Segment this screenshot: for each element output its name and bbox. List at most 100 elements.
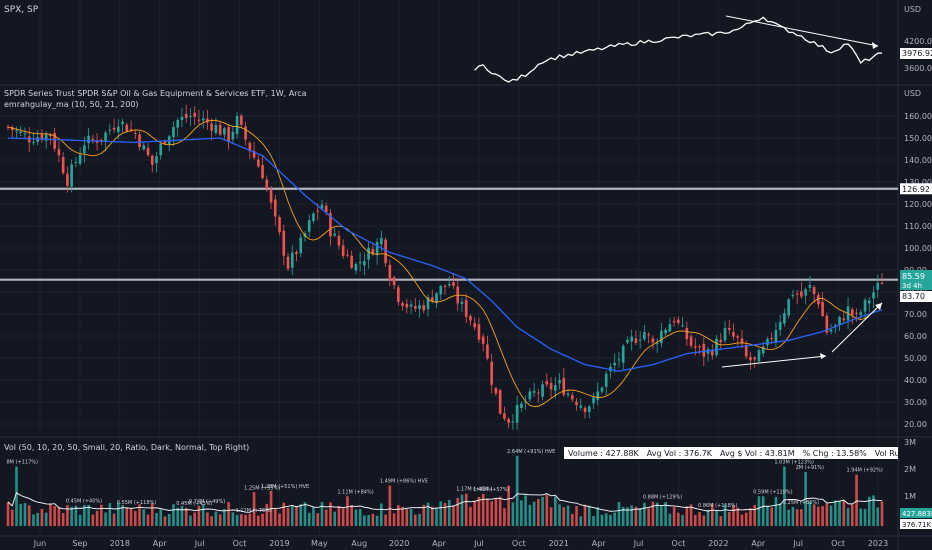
- candle-body: [520, 403, 523, 409]
- spx-tick-3600: 3600.00: [904, 64, 932, 73]
- time-axis-label: Oct: [512, 539, 526, 548]
- candle-body: [876, 282, 880, 290]
- volume-bar: [570, 513, 574, 526]
- candle-body: [70, 164, 73, 187]
- volume-bar: [498, 496, 502, 526]
- time-axis-label: 2021: [549, 539, 569, 548]
- candle-body: [240, 115, 243, 125]
- volume-bar: [248, 513, 252, 526]
- candle-body: [346, 254, 349, 256]
- volume-bar: [761, 496, 765, 526]
- candle-body: [78, 154, 82, 164]
- candle-body: [498, 390, 502, 414]
- volume-bar: [575, 505, 578, 526]
- time-axis-label: 2020: [389, 539, 409, 548]
- volume-bar: [265, 503, 269, 526]
- candle-body: [138, 134, 141, 148]
- time-axis-label: Apr: [432, 539, 447, 548]
- volume-bar: [668, 513, 672, 526]
- spx-line: [474, 16, 883, 83]
- volume-bar: [817, 506, 820, 526]
- candle-body: [367, 247, 370, 260]
- volume-bar: [821, 506, 824, 526]
- volume-bar: [295, 506, 298, 526]
- volume-annotation: 1.94M (+92%): [847, 468, 883, 474]
- volume-bar: [397, 505, 400, 526]
- volume-bar: [850, 504, 854, 526]
- candle-body: [19, 131, 23, 134]
- last-volume-box: [900, 508, 932, 518]
- candle-body: [787, 299, 790, 316]
- support-arrow-left[interactable]: [721, 355, 827, 368]
- candle-body: [668, 324, 672, 332]
- candle-body: [800, 291, 803, 297]
- volume-annotation: 0.45M (+40%): [66, 499, 102, 505]
- candle-body: [235, 116, 239, 134]
- volume-bar: [643, 502, 646, 526]
- candle-body: [117, 126, 120, 133]
- candle-body: [257, 159, 260, 167]
- candle-body: [744, 345, 748, 357]
- time-axis[interactable]: Jun Sep 2018 Apr Jul Oct 2019 May Aug 2020 Apr Jul O…: [33, 539, 888, 548]
- volume-bar: [715, 510, 718, 526]
- volume-bar: [430, 506, 434, 526]
- candle-body: [549, 383, 553, 390]
- candle-body: [443, 285, 447, 287]
- candle-body: [439, 286, 443, 295]
- volume-annotation: 2M (+91%): [796, 465, 824, 471]
- volume-bar: [867, 496, 871, 526]
- volume-bar: [108, 503, 112, 526]
- volume-bar: [354, 509, 358, 526]
- price-tick-label: 120.00: [904, 200, 932, 209]
- volume-bar: [600, 514, 604, 526]
- volume-bar: [61, 513, 65, 526]
- indicator-label: emrahgulay_ma (10, 50, 21, 200): [4, 100, 139, 109]
- candle-body: [384, 239, 387, 264]
- volume-bar: [87, 505, 90, 526]
- candle-body: [617, 359, 621, 361]
- volume-bar: [210, 516, 213, 526]
- candle-body: [133, 132, 137, 134]
- volume-annotation: 0.88M (+129%): [643, 495, 682, 501]
- volume-bar: [358, 508, 362, 526]
- candle-body: [545, 381, 549, 385]
- candle-body: [473, 323, 477, 328]
- volume-bar: [27, 505, 31, 526]
- volume-bar: [545, 494, 549, 526]
- volume-bar: [57, 507, 61, 526]
- candle-body: [821, 301, 824, 317]
- candle-body: [129, 129, 133, 131]
- last-volume-label: 427.883K: [902, 510, 932, 518]
- candle-body: [850, 309, 854, 315]
- candle-body: [112, 127, 116, 130]
- candle-body: [469, 316, 472, 321]
- candle-body: [435, 293, 438, 304]
- volume-bar: [53, 505, 56, 526]
- volume-bar: [825, 503, 829, 526]
- spx-trendline[interactable]: [725, 15, 879, 47]
- spx-last-value: 3976.92: [902, 49, 932, 58]
- volume-bar: [566, 505, 570, 526]
- volume-bar: [49, 503, 52, 526]
- volume-bar: [507, 485, 510, 526]
- volume-bar: [677, 512, 680, 526]
- volume-bar: [66, 505, 69, 526]
- support-arrow-right[interactable]: [831, 302, 883, 353]
- volume-bar: [481, 494, 485, 526]
- volume-bar: [184, 507, 188, 526]
- candle-body: [460, 301, 464, 304]
- volume-bar: [23, 503, 27, 526]
- candle-body: [655, 343, 659, 345]
- candle-body: [719, 339, 723, 343]
- time-axis-label: 2018: [110, 539, 130, 548]
- volume-bar: [443, 502, 447, 526]
- candle-body: [770, 338, 773, 340]
- candle-body: [150, 155, 154, 165]
- volume-annotation: 1.28M (+51%) HVE: [261, 484, 309, 490]
- volume-bar: [282, 502, 286, 526]
- volume-bar: [426, 502, 430, 526]
- volume-bar: [189, 515, 192, 526]
- price-tick-label: 100.00: [904, 244, 932, 253]
- stat-avg-dollar-vol: Avg $ Vol : 43.81M: [720, 448, 795, 458]
